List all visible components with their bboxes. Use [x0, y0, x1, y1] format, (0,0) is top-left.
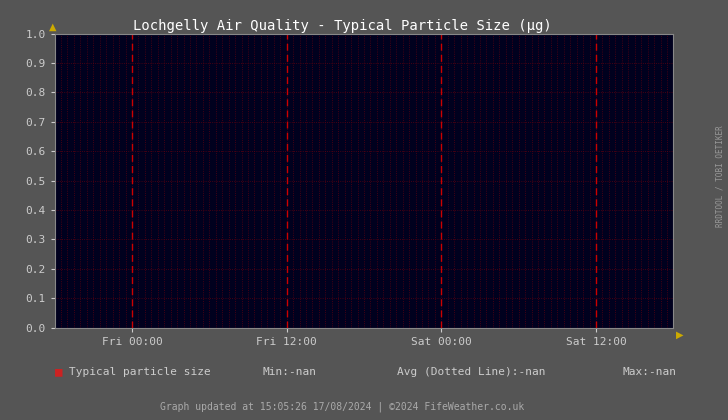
Text: Lochgelly Air Quality - Typical Particle Size (μg): Lochgelly Air Quality - Typical Particle… — [132, 19, 552, 33]
Text: Avg (Dotted Line):-nan: Avg (Dotted Line):-nan — [397, 367, 545, 377]
Text: RRDTOOL / TOBI OETIKER: RRDTOOL / TOBI OETIKER — [716, 126, 724, 227]
Text: ▲: ▲ — [49, 21, 56, 32]
Text: Max:-nan: Max:-nan — [622, 367, 676, 377]
Text: ■: ■ — [55, 365, 62, 378]
Text: Typical particle size: Typical particle size — [69, 367, 211, 377]
Text: Graph updated at 15:05:26 17/08/2024 | ©2024 FifeWeather.co.uk: Graph updated at 15:05:26 17/08/2024 | ©… — [160, 402, 524, 412]
Text: ▶: ▶ — [676, 330, 683, 340]
Text: Min:-nan: Min:-nan — [262, 367, 316, 377]
